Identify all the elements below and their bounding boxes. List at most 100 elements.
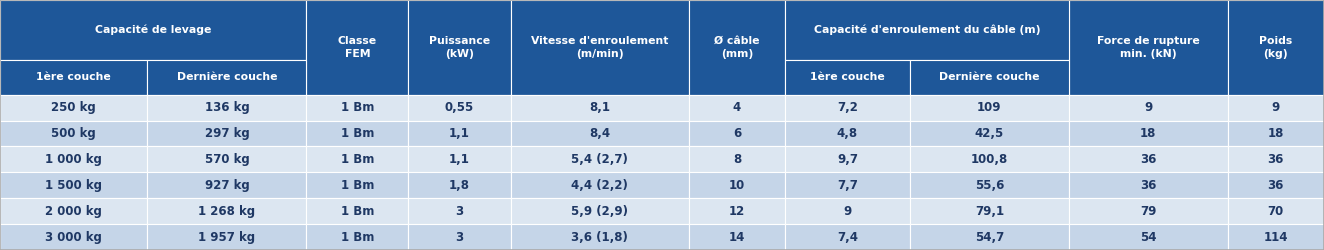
Text: 1 Bm: 1 Bm <box>340 101 375 114</box>
Bar <box>688 224 785 250</box>
Text: 0,55: 0,55 <box>445 101 474 114</box>
Text: 1 Bm: 1 Bm <box>340 230 375 243</box>
Text: 54: 54 <box>1140 230 1156 243</box>
Text: 54,7: 54,7 <box>974 230 1004 243</box>
Bar <box>910 172 1068 198</box>
Text: 1 957 kg: 1 957 kg <box>199 230 256 243</box>
Bar <box>0 198 147 224</box>
Bar <box>910 146 1068 172</box>
Text: 500 kg: 500 kg <box>52 127 97 140</box>
Text: 1,1: 1,1 <box>449 153 470 166</box>
Bar <box>147 94 306 120</box>
Bar <box>306 198 408 224</box>
Text: Capacité d'enroulement du câble (m): Capacité d'enroulement du câble (m) <box>814 25 1041 35</box>
Text: 109: 109 <box>977 101 1001 114</box>
Text: 1ère couche: 1ère couche <box>36 72 111 82</box>
Bar <box>1068 94 1227 120</box>
Text: 12: 12 <box>728 205 745 218</box>
Text: 3,6 (1,8): 3,6 (1,8) <box>571 230 628 243</box>
Bar <box>1068 172 1227 198</box>
Text: 5,4 (2,7): 5,4 (2,7) <box>571 153 628 166</box>
Bar <box>688 146 785 172</box>
Bar <box>408 120 511 146</box>
Text: 1,8: 1,8 <box>449 179 470 192</box>
Bar <box>910 198 1068 224</box>
Bar <box>1227 224 1324 250</box>
Text: Force de rupture
min. (kN): Force de rupture min. (kN) <box>1096 36 1200 59</box>
Text: Classe
FEM: Classe FEM <box>338 36 377 59</box>
Text: 1ère couche: 1ère couche <box>810 72 884 82</box>
Text: Capacité de levage: Capacité de levage <box>95 25 212 35</box>
Bar <box>306 120 408 146</box>
Text: 3 000 kg: 3 000 kg <box>45 230 102 243</box>
Text: 55,6: 55,6 <box>974 179 1004 192</box>
Text: 4,4 (2,2): 4,4 (2,2) <box>571 179 628 192</box>
Bar <box>0 0 306 60</box>
Bar <box>1227 0 1324 94</box>
Bar <box>910 224 1068 250</box>
Bar <box>910 60 1068 94</box>
Text: 1 268 kg: 1 268 kg <box>199 205 256 218</box>
Text: 8,4: 8,4 <box>589 127 610 140</box>
Bar <box>147 224 306 250</box>
Bar <box>408 146 511 172</box>
Text: 4,8: 4,8 <box>837 127 858 140</box>
Text: 1 Bm: 1 Bm <box>340 127 375 140</box>
Bar <box>785 146 910 172</box>
Bar <box>1227 146 1324 172</box>
Bar <box>147 146 306 172</box>
Text: 79: 79 <box>1140 205 1156 218</box>
Text: 1,1: 1,1 <box>449 127 470 140</box>
Text: 6: 6 <box>732 127 741 140</box>
Bar <box>910 120 1068 146</box>
Text: 18: 18 <box>1140 127 1156 140</box>
Text: 1 Bm: 1 Bm <box>340 153 375 166</box>
Text: Dernière couche: Dernière couche <box>176 72 277 82</box>
Bar <box>511 0 688 94</box>
Bar <box>511 120 688 146</box>
Bar <box>1227 198 1324 224</box>
Text: 570 kg: 570 kg <box>204 153 249 166</box>
Bar <box>511 146 688 172</box>
Bar <box>1227 120 1324 146</box>
Bar <box>785 224 910 250</box>
Bar <box>785 172 910 198</box>
Text: 250 kg: 250 kg <box>52 101 97 114</box>
Text: 9,7: 9,7 <box>837 153 858 166</box>
Text: 9: 9 <box>1144 101 1152 114</box>
Bar <box>408 198 511 224</box>
Bar <box>511 198 688 224</box>
Text: 7,2: 7,2 <box>837 101 858 114</box>
Bar <box>147 198 306 224</box>
Bar <box>0 224 147 250</box>
Bar <box>408 94 511 120</box>
Bar <box>785 0 1068 60</box>
Text: Puissance
(kW): Puissance (kW) <box>429 36 490 59</box>
Text: 114: 114 <box>1263 230 1288 243</box>
Text: 1 500 kg: 1 500 kg <box>45 179 102 192</box>
Text: 18: 18 <box>1267 127 1284 140</box>
Bar <box>688 172 785 198</box>
Text: 7,7: 7,7 <box>837 179 858 192</box>
Bar <box>1068 120 1227 146</box>
Bar <box>306 146 408 172</box>
Bar <box>785 60 910 94</box>
Bar <box>408 224 511 250</box>
Bar <box>408 172 511 198</box>
Text: 297 kg: 297 kg <box>204 127 249 140</box>
Text: 36: 36 <box>1267 179 1284 192</box>
Bar <box>688 94 785 120</box>
Text: 1 000 kg: 1 000 kg <box>45 153 102 166</box>
Bar <box>147 120 306 146</box>
Text: Vitesse d'enroulement
(m/min): Vitesse d'enroulement (m/min) <box>531 36 669 59</box>
Text: Dernière couche: Dernière couche <box>939 72 1039 82</box>
Text: 10: 10 <box>728 179 745 192</box>
Text: 36: 36 <box>1140 179 1156 192</box>
Text: 8,1: 8,1 <box>589 101 610 114</box>
Bar <box>1068 224 1227 250</box>
Text: 2 000 kg: 2 000 kg <box>45 205 102 218</box>
Bar <box>785 94 910 120</box>
Bar <box>511 94 688 120</box>
Bar <box>688 198 785 224</box>
Text: 7,4: 7,4 <box>837 230 858 243</box>
